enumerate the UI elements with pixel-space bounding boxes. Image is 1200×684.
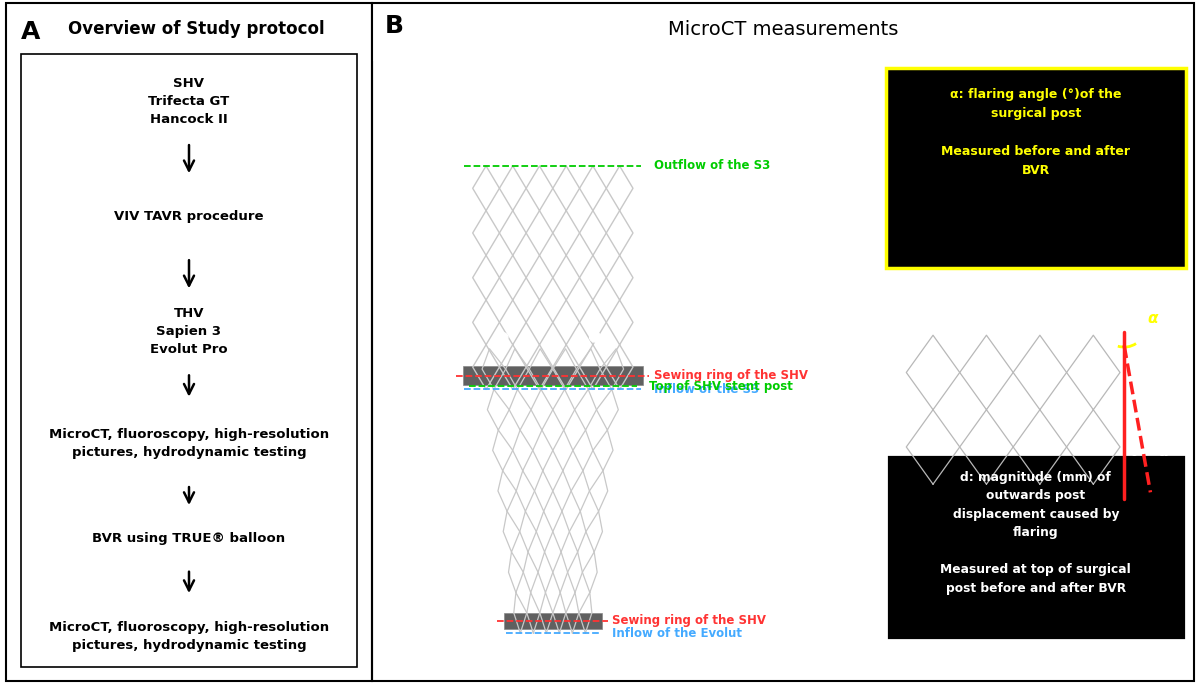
Text: α: flaring angle (°)of the
surgical post

Measured before and after
BVR: α: flaring angle (°)of the surgical post… bbox=[941, 88, 1130, 177]
Text: VIV TAVR procedure: VIV TAVR procedure bbox=[114, 210, 264, 223]
FancyBboxPatch shape bbox=[886, 68, 1186, 267]
Text: Top of SHV stent post: Top of SHV stent post bbox=[649, 380, 793, 393]
Circle shape bbox=[497, 332, 508, 342]
Text: d: d bbox=[1157, 444, 1168, 459]
Circle shape bbox=[589, 332, 601, 342]
Text: B: B bbox=[384, 14, 403, 38]
FancyBboxPatch shape bbox=[504, 613, 601, 629]
Text: Sewing ring of the SHV: Sewing ring of the SHV bbox=[654, 369, 808, 382]
Text: Inflow of the S3: Inflow of the S3 bbox=[654, 383, 758, 396]
Text: MicroCT, fluoroscopy, high-resolution
pictures, hydrodynamic testing: MicroCT, fluoroscopy, high-resolution pi… bbox=[49, 621, 329, 652]
Text: MicroCT, fluoroscopy, high-resolution
pictures, hydrodynamic testing: MicroCT, fluoroscopy, high-resolution pi… bbox=[49, 428, 329, 459]
FancyBboxPatch shape bbox=[463, 367, 643, 385]
FancyBboxPatch shape bbox=[906, 482, 1153, 501]
Bar bbox=[372, 3, 1194, 61]
Circle shape bbox=[547, 332, 558, 342]
FancyBboxPatch shape bbox=[20, 54, 358, 667]
Text: Outflow of the S3: Outflow of the S3 bbox=[654, 159, 769, 172]
Text: A: A bbox=[20, 21, 40, 44]
Text: THV
Sapien 3
Evolut Pro: THV Sapien 3 Evolut Pro bbox=[150, 307, 228, 356]
Text: SHV
Trifecta GT
Hancock II: SHV Trifecta GT Hancock II bbox=[149, 77, 229, 126]
Text: Overview of Study protocol: Overview of Study protocol bbox=[68, 21, 325, 38]
Text: BVR using TRUE® balloon: BVR using TRUE® balloon bbox=[92, 532, 286, 545]
Text: α: α bbox=[1147, 311, 1158, 326]
FancyBboxPatch shape bbox=[886, 453, 1186, 640]
Text: Sewing ring of the SHV: Sewing ring of the SHV bbox=[612, 614, 767, 627]
Text: MicroCT measurements: MicroCT measurements bbox=[668, 21, 898, 40]
Text: Inflow of the Evolut: Inflow of the Evolut bbox=[612, 627, 743, 640]
Text: d: magnitude (mm) of
outwards post
displacement caused by
flaring

Measured at t: d: magnitude (mm) of outwards post displ… bbox=[941, 471, 1132, 594]
